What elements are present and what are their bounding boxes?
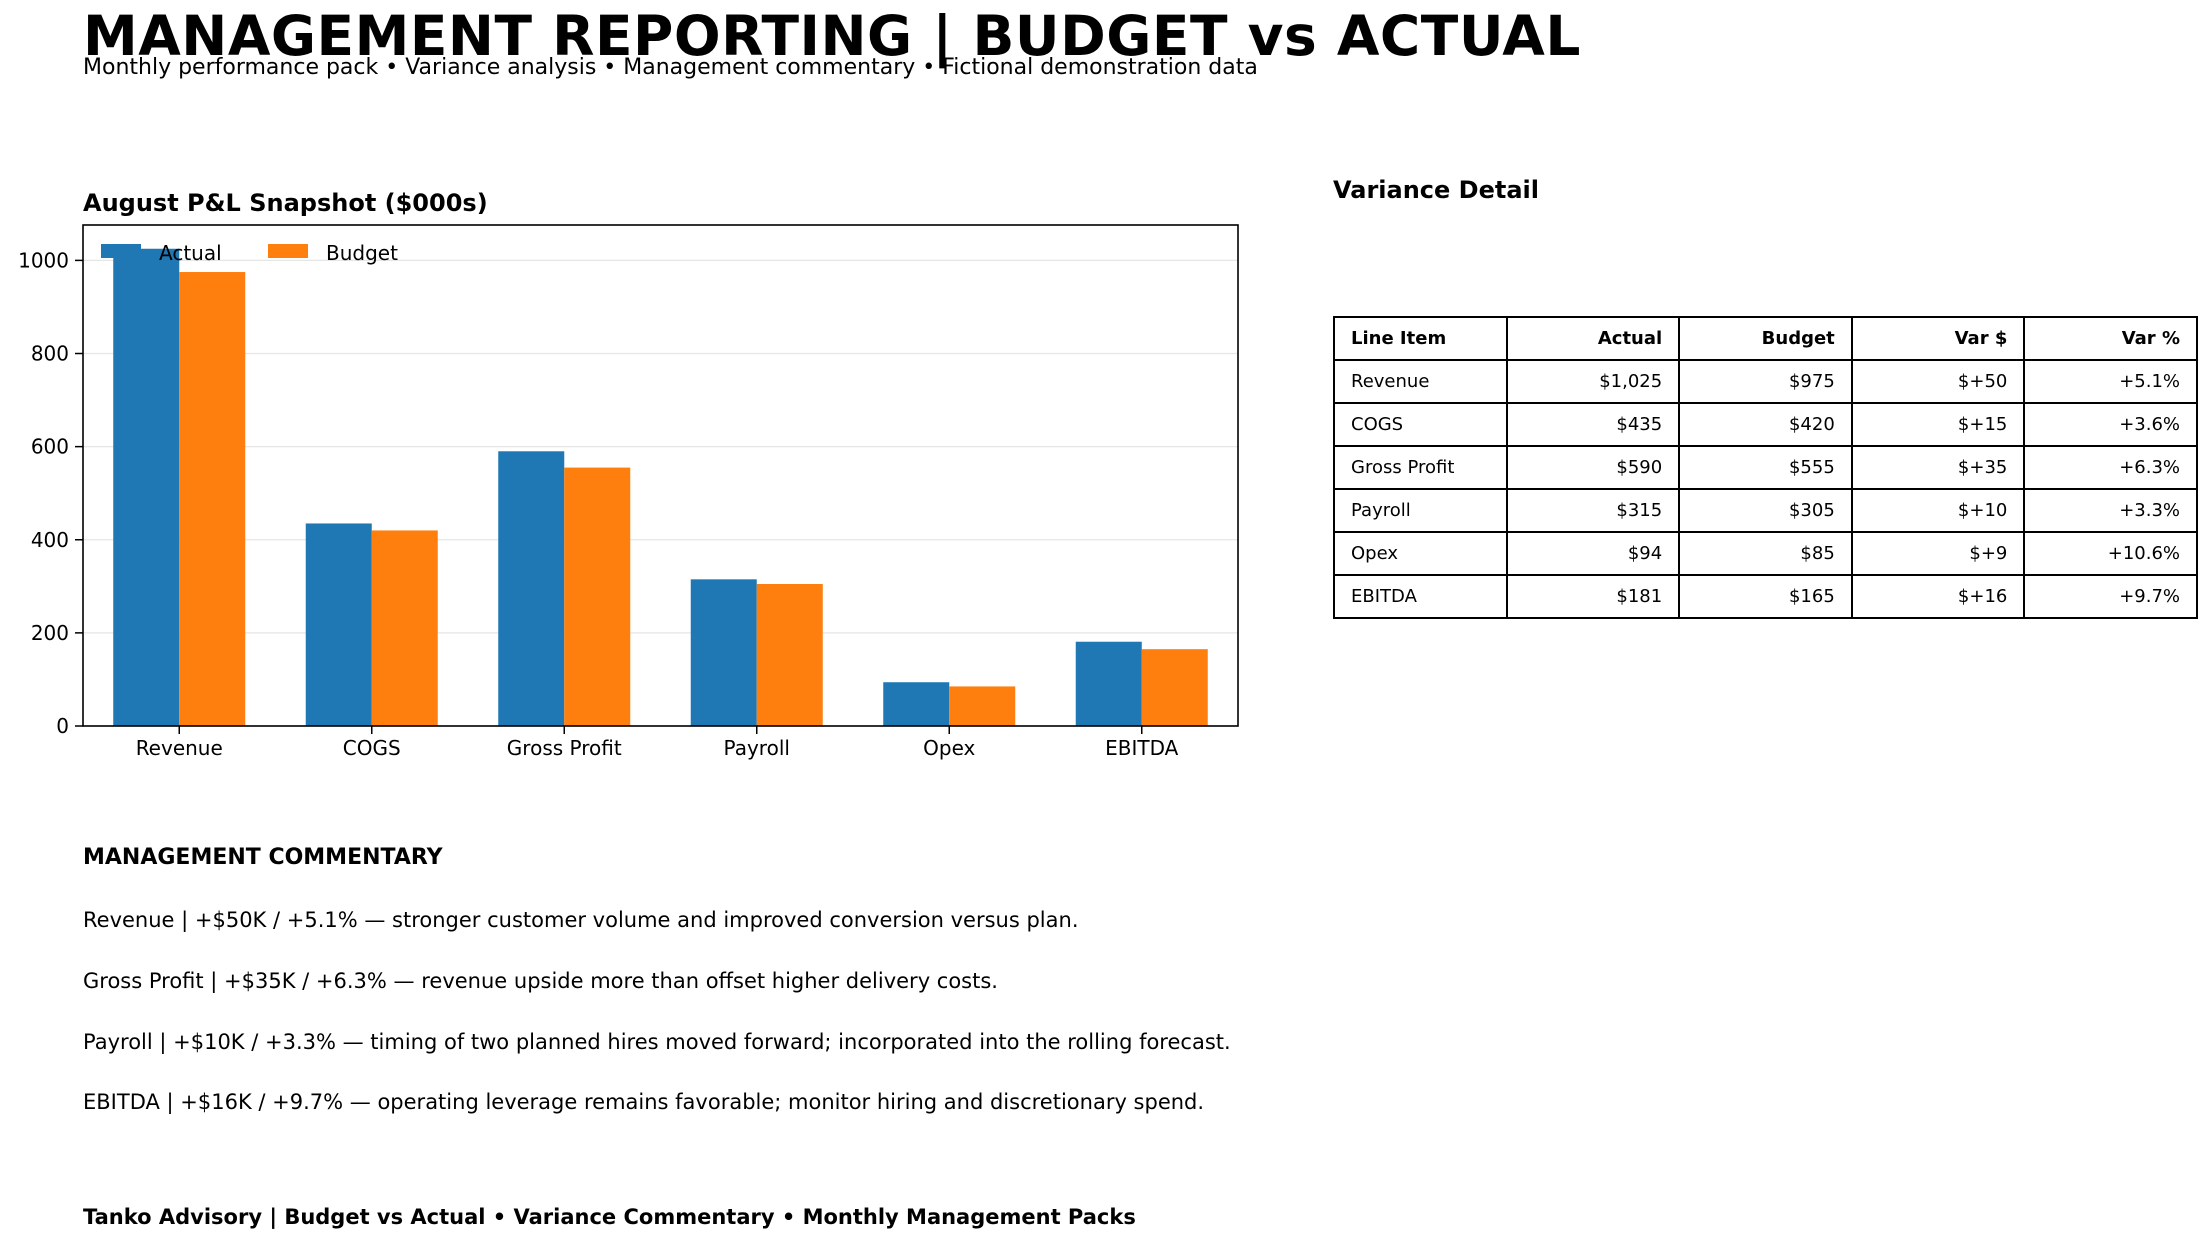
cell-var-pct: +3.6% — [2023, 402, 2198, 447]
cell-budget: $975 — [1678, 359, 1853, 404]
header-var-pct: Var % — [2023, 316, 2198, 361]
bar-budget-revenue — [179, 272, 246, 726]
cell-budget: $555 — [1678, 445, 1853, 490]
header-var-dollar: Var $ — [1850, 316, 2026, 361]
bar-budget-ebitda — [1141, 649, 1208, 726]
variance-table-title: Variance Detail — [1333, 176, 1539, 204]
table-row: Opex $94 $85 $+9 +10.6% — [1333, 531, 2198, 576]
x-tick-label: Revenue — [136, 736, 223, 760]
plot-frame — [82, 224, 1239, 727]
table-header-row: Line Item Actual Budget Var $ Var % — [1333, 316, 2198, 361]
pl-snapshot-chart: 0 200 400 600 800 1000 Revenue COGS Gross Profit… — [18, 224, 1239, 760]
table-row: COGS $435 $420 $+15 +3.6% — [1333, 402, 2198, 447]
bar-budget-payroll — [756, 583, 823, 726]
variance-table: Line Item Actual Budget Var $ Var % Reve… — [1333, 316, 2198, 619]
cell-budget: $165 — [1678, 574, 1853, 619]
x-tick-label: EBITDA — [1105, 736, 1179, 760]
cell-budget: $85 — [1678, 531, 1853, 576]
cell-line-item: Revenue — [1333, 359, 1508, 404]
cell-var-pct: +3.3% — [2023, 488, 2198, 533]
cell-actual: $435 — [1505, 402, 1681, 447]
cell-line-item: Opex — [1333, 531, 1508, 576]
bar-budget-gross-profit — [564, 467, 631, 726]
cell-actual: $315 — [1505, 488, 1681, 533]
bar-actual-ebitda — [1075, 641, 1142, 726]
management-commentary: MANAGEMENT COMMENTARY Revenue | +$50K / … — [83, 845, 1333, 1114]
bar-actual-cogs — [305, 523, 372, 726]
bar-actual-payroll — [690, 579, 757, 726]
cell-var-pct: +10.6% — [2023, 531, 2198, 576]
commentary-heading: MANAGEMENT COMMENTARY — [83, 845, 443, 870]
y-tick-label: 200 — [31, 621, 69, 645]
cell-actual: $1,025 — [1505, 359, 1681, 404]
y-tick-label: 0 — [56, 714, 69, 738]
cell-var-pct: +5.1% — [2023, 359, 2198, 404]
header-budget: Budget — [1678, 316, 1853, 361]
bar-actual-gross-profit — [498, 451, 565, 726]
page-title: MANAGEMENT REPORTING | BUDGET vs ACTUAL — [83, 4, 1581, 68]
cell-line-item: COGS — [1333, 402, 1508, 447]
y-tick-label: 400 — [31, 528, 69, 552]
cell-var-dollar: $+50 — [1850, 359, 2026, 404]
cell-var-dollar: $+35 — [1850, 445, 2026, 490]
cell-actual: $590 — [1505, 445, 1681, 490]
x-tick-label: Payroll — [724, 736, 790, 760]
legend-label-budget: Budget — [326, 241, 398, 265]
y-tick-label: 600 — [31, 435, 69, 459]
cell-actual: $94 — [1505, 531, 1681, 576]
bar-actual-revenue — [113, 248, 180, 726]
table-row: EBITDA $181 $165 $+16 +9.7% — [1333, 574, 2198, 619]
commentary-payroll: Payroll | +$10K / +3.3% — timing of two … — [83, 1030, 1231, 1054]
y-tick-label: 800 — [31, 342, 69, 366]
legend-swatch-actual — [101, 244, 141, 258]
cell-budget: $420 — [1678, 402, 1853, 447]
cell-var-dollar: $+9 — [1850, 531, 2026, 576]
table-row: Gross Profit $590 $555 $+35 +6.3% — [1333, 445, 2198, 490]
x-tick-label: Opex — [923, 736, 975, 760]
chart-title: August P&L Snapshot ($000s) — [83, 189, 488, 217]
cell-line-item: EBITDA — [1333, 574, 1508, 619]
header-line-item: Line Item — [1333, 316, 1508, 361]
cell-var-dollar: $+10 — [1850, 488, 2026, 533]
cell-budget: $305 — [1678, 488, 1853, 533]
commentary-ebitda: EBITDA | +$16K / +9.7% — operating lever… — [83, 1090, 1205, 1114]
x-tick-label: Gross Profit — [507, 736, 622, 760]
bar-budget-cogs — [371, 530, 438, 726]
cell-var-dollar: $+15 — [1850, 402, 2026, 447]
table-row: Revenue $1,025 $975 $+50 +5.1% — [1333, 359, 2198, 404]
table-row: Payroll $315 $305 $+10 +3.3% — [1333, 488, 2198, 533]
cell-var-dollar: $+16 — [1850, 574, 2026, 619]
header-actual: Actual — [1505, 316, 1681, 361]
cell-line-item: Payroll — [1333, 488, 1508, 533]
commentary-revenue: Revenue | +$50K / +5.1% — stronger custo… — [83, 908, 1079, 932]
bar-actual-opex — [883, 682, 950, 726]
cell-var-pct: +9.7% — [2023, 574, 2198, 619]
page-subtitle: Monthly performance pack • Variance anal… — [83, 55, 1258, 80]
bar-budget-opex — [949, 686, 1016, 726]
footer: Tanko Advisory | Budget vs Actual • Vari… — [83, 1205, 1136, 1229]
cell-line-item: Gross Profit — [1333, 445, 1508, 490]
commentary-gross-profit: Gross Profit | +$35K / +6.3% — revenue u… — [83, 969, 998, 993]
legend-swatch-budget — [268, 244, 308, 258]
cell-var-pct: +6.3% — [2023, 445, 2198, 490]
x-tick-label: COGS — [343, 736, 401, 760]
legend-label-actual: Actual — [159, 241, 222, 265]
y-tick-label: 1000 — [18, 248, 69, 272]
cell-actual: $181 — [1505, 574, 1681, 619]
